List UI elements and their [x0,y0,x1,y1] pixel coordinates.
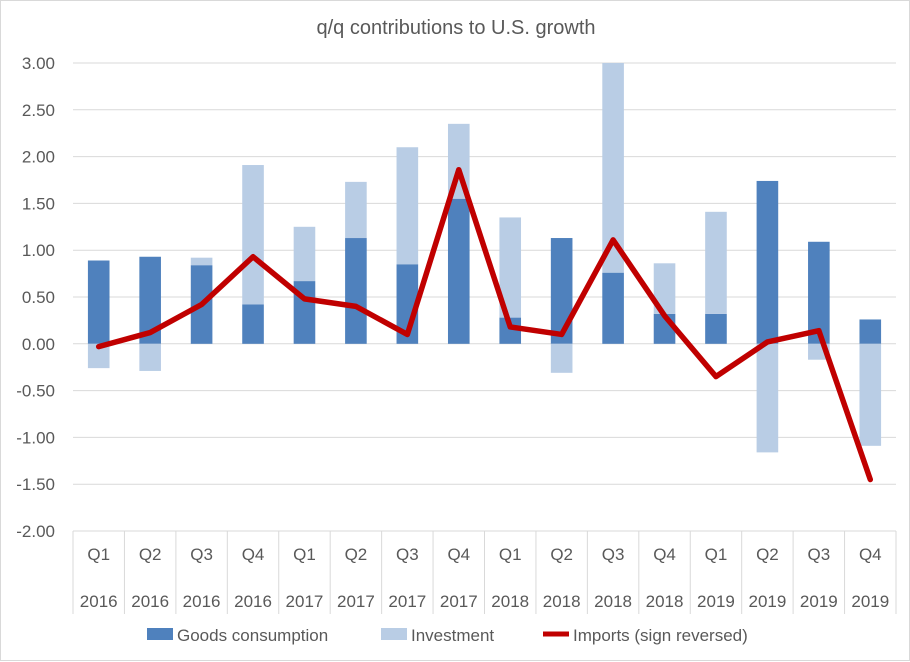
x-tick-quarter: Q1 [499,545,522,564]
legend-label-investment: Investment [411,626,494,645]
x-tick-quarter: Q2 [345,545,368,564]
chart-title: q/q contributions to U.S. growth [316,17,595,39]
x-tick-year: 2019 [851,592,889,611]
x-tick-year: 2016 [234,592,272,611]
investment-bar [859,344,881,446]
x-tick-year: 2016 [131,592,169,611]
legend-label-imports: Imports (sign reversed) [573,626,748,645]
x-tick-quarter: Q4 [653,545,676,564]
x-tick-quarter: Q3 [396,545,419,564]
x-tick-year: 2019 [697,592,735,611]
x-tick-year: 2017 [388,592,426,611]
x-tick-quarter: Q4 [447,545,470,564]
legend-label-goods: Goods consumption [177,626,328,645]
legend-swatch-investment [381,628,407,640]
x-tick-year: 2018 [543,592,581,611]
y-tick-label: 0.00 [22,335,55,354]
goods-consumption-bar [448,199,470,344]
x-tick-quarter: Q3 [190,545,213,564]
goods-consumption-bar [705,314,727,344]
goods-consumption-bar [345,238,367,344]
y-tick-label: -0.50 [16,382,55,401]
investment-bar [551,344,573,373]
y-tick-label: 3.00 [22,54,55,73]
x-tick-quarter: Q2 [139,545,162,564]
x-tick-quarter: Q3 [602,545,625,564]
investment-bar [757,344,779,453]
x-tick-year: 2016 [80,592,118,611]
investment-bar [191,258,213,265]
goods-consumption-bar [88,260,110,343]
x-tick-year: 2017 [337,592,375,611]
x-tick-quarter: Q1 [87,545,110,564]
y-tick-label: -1.50 [16,475,55,494]
goods-consumption-bar [757,181,779,344]
x-tick-quarter: Q2 [756,545,779,564]
y-tick-label: 1.00 [22,241,55,260]
goods-consumption-bar [602,273,624,344]
x-tick-quarter: Q2 [550,545,573,564]
investment-bar [705,212,727,314]
y-tick-label: 2.00 [22,148,55,167]
x-tick-year: 2018 [594,592,632,611]
investment-bar [242,165,264,304]
y-tick-label: 2.50 [22,101,55,120]
y-tick-label: -2.00 [16,522,55,541]
investment-bar [397,147,419,264]
y-tick-label: 1.50 [22,194,55,213]
x-tick-quarter: Q4 [242,545,265,564]
x-tick-year: 2017 [286,592,324,611]
x-tick-quarter: Q3 [808,545,831,564]
x-tick-year: 2019 [800,592,838,611]
investment-bar [139,344,161,371]
x-tick-quarter: Q1 [293,545,316,564]
y-tick-label: 0.50 [22,288,55,307]
x-tick-year: 2017 [440,592,478,611]
goods-consumption-bar [551,238,573,344]
legend-swatch-goods [147,628,173,640]
investment-bar [294,227,316,281]
x-tick-year: 2018 [646,592,684,611]
x-tick-quarter: Q4 [859,545,882,564]
x-tick-year: 2019 [748,592,786,611]
goods-consumption-bar [859,319,881,343]
x-tick-year: 2016 [183,592,221,611]
x-tick-year: 2018 [491,592,529,611]
imports-line [99,170,871,480]
investment-bar [345,182,367,238]
x-tick-quarter: Q1 [705,545,728,564]
goods-consumption-bar [242,304,264,343]
y-tick-label: -1.00 [16,428,55,447]
